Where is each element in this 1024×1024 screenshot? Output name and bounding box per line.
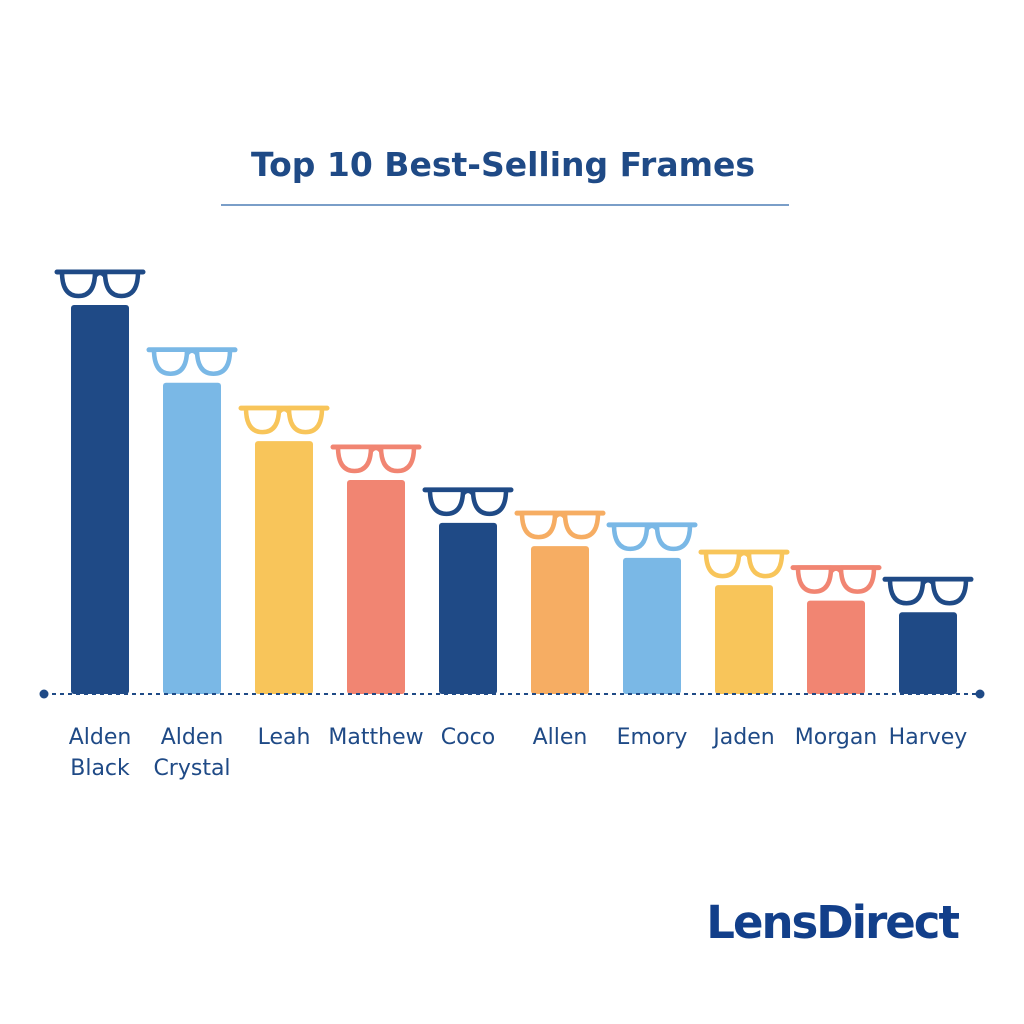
eyeglasses-icon: [330, 444, 422, 474]
x-tick-label-line: Allen: [533, 725, 588, 750]
x-tick-label-line: Black: [70, 756, 130, 781]
eyeglasses-bridge: [829, 566, 843, 574]
x-tick-label-line: Morgan: [795, 725, 878, 750]
bar: [715, 585, 773, 694]
bar: [163, 382, 221, 694]
x-tick-label: Allen: [533, 725, 588, 750]
x-axis: [39, 689, 985, 699]
chart-title: Top 10 Best-Selling Frames: [251, 145, 755, 184]
x-tick-label-line: Crystal: [153, 756, 230, 781]
x-tick-label: Alden Crystal: [153, 725, 230, 781]
eyeglasses-lenses: [519, 510, 601, 540]
bar: [531, 546, 589, 694]
eyeglasses-lenses: [59, 269, 141, 299]
x-tick-label-line: Jaden: [711, 725, 774, 750]
x-tick-label-line: Coco: [441, 725, 495, 750]
eyeglasses-icon: [422, 487, 514, 517]
bar: [71, 305, 129, 694]
eyeglasses-bridge: [645, 523, 659, 531]
bar: [347, 480, 405, 694]
eyeglasses-lenses: [151, 347, 233, 377]
x-tick-label: Coco: [441, 725, 495, 750]
x-tick-label-line: Alden: [161, 725, 224, 750]
eyeglasses-lenses: [427, 487, 509, 517]
eyeglasses-bridge: [277, 406, 291, 414]
eyeglasses-bridge: [553, 511, 567, 519]
bar: [807, 600, 865, 694]
glasses-markers: [54, 269, 974, 606]
eyeglasses-lenses: [335, 444, 417, 474]
x-tick-label: Jaden: [711, 725, 774, 750]
eyeglasses-lenses: [703, 549, 785, 579]
eyeglasses-lenses: [795, 565, 877, 594]
x-tick-label-line: Matthew: [328, 725, 423, 750]
x-tick-label: Leah: [258, 725, 311, 750]
x-tick-label-line: Leah: [258, 725, 311, 750]
x-tick-labels: Alden Black Alden Crystal Leah Matthew Coco All…: [69, 725, 968, 781]
x-tick-label-line: Harvey: [889, 725, 968, 750]
x-tick-label: Harvey: [889, 725, 968, 750]
bars: [71, 305, 957, 694]
eyeglasses-icon: [54, 269, 146, 299]
eyeglasses-icon: [882, 576, 974, 606]
x-tick-label: Matthew: [328, 725, 423, 750]
eyeglasses-icon: [606, 522, 698, 552]
x-tick-label-line: Alden: [69, 725, 132, 750]
eyeglasses-icon: [238, 405, 330, 435]
eyeglasses-icon: [146, 347, 238, 377]
eyeglasses-bridge: [369, 445, 383, 453]
eyeglasses-lenses: [611, 522, 693, 552]
eyeglasses-bridge: [93, 270, 107, 278]
bar: [439, 522, 497, 694]
bar: [623, 557, 681, 694]
eyeglasses-icon: [698, 549, 790, 579]
eyeglasses-bridge: [921, 578, 935, 585]
x-tick-label: Emory: [617, 725, 688, 750]
x-axis-end-dot: [975, 689, 985, 699]
eyeglasses-bridge: [737, 550, 751, 558]
lensdirect-logo: LensDirect: [706, 896, 960, 949]
eyeglasses-icon: [514, 510, 606, 540]
x-tick-label-line: Emory: [617, 725, 688, 750]
x-tick-label: Morgan: [795, 725, 878, 750]
eyeglasses-lenses: [887, 577, 969, 606]
eyeglasses-lenses: [243, 405, 325, 435]
x-axis-start-dot: [39, 689, 49, 699]
eyeglasses-icon: [790, 565, 882, 594]
eyeglasses-bridge: [461, 488, 475, 496]
bar: [899, 612, 957, 694]
x-tick-label: Alden Black: [69, 725, 132, 781]
bar: [255, 441, 313, 694]
eyeglasses-bridge: [185, 348, 199, 356]
